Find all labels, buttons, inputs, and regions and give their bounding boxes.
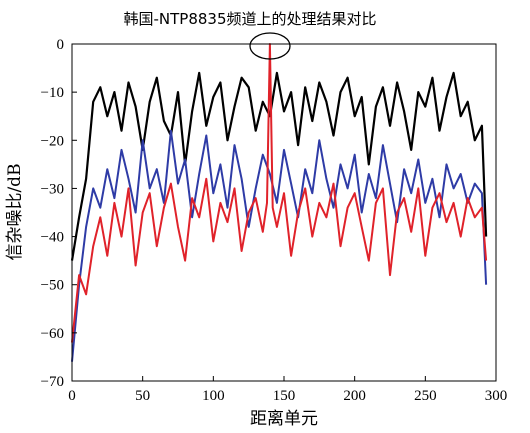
y-tick-label: −30 [41,181,64,197]
x-tick-label: 0 [68,388,76,404]
x-axis-ticks: 0 50 100 150 200 250 300 [68,376,507,404]
x-tick-label: 150 [273,388,296,404]
x-tick-label: 250 [414,388,437,404]
plot-lines [70,43,488,362]
peak-annotation-ellipse [249,32,291,60]
x-axis-label: 距离单元 [250,409,318,429]
series-line-3 [71,43,488,343]
series-line-2 [71,129,488,362]
y-tick-label: −10 [41,85,64,101]
x-tick-label: 300 [485,388,508,404]
x-tick-label: 100 [202,388,225,404]
y-tick-label: −60 [41,326,64,342]
y-tick-label: −40 [41,230,64,246]
series-line-1 [70,71,488,261]
chart-title: 韩国-NTP8835频道上的处理结果对比 [123,10,376,28]
y-axis-label: 信杂噪比/dB [5,163,25,260]
y-axis-ticks: 0 −10 −20 −30 −40 −50 −60 −70 [41,37,77,390]
y-tick-label: −50 [41,278,64,294]
y-tick-label: −70 [41,374,64,390]
x-tick-label: 50 [135,388,150,404]
x-tick-label: 200 [343,388,366,404]
y-tick-label: 0 [57,37,65,53]
y-tick-label: −20 [41,133,64,149]
